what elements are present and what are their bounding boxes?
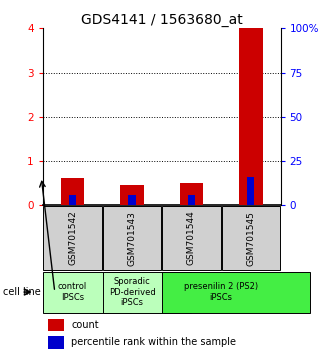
Text: Sporadic
PD-derived
iPSCs: Sporadic PD-derived iPSCs <box>109 277 155 307</box>
Text: GSM701542: GSM701542 <box>68 211 77 266</box>
Bar <box>120 185 144 205</box>
Bar <box>180 183 203 205</box>
Bar <box>247 177 254 205</box>
Bar <box>128 195 136 205</box>
Bar <box>48 319 64 331</box>
Text: GSM701544: GSM701544 <box>187 211 196 266</box>
Bar <box>239 28 263 205</box>
Text: GSM701545: GSM701545 <box>246 211 255 266</box>
Text: GSM701543: GSM701543 <box>127 211 137 266</box>
Text: count: count <box>71 320 99 330</box>
Bar <box>44 272 131 313</box>
Text: presenilin 2 (PS2)
iPSCs: presenilin 2 (PS2) iPSCs <box>184 282 258 302</box>
Bar <box>69 195 76 205</box>
Bar <box>188 195 195 205</box>
Bar <box>103 272 191 313</box>
Bar <box>162 272 310 313</box>
Text: percentile rank within the sample: percentile rank within the sample <box>71 337 236 347</box>
Title: GDS4141 / 1563680_at: GDS4141 / 1563680_at <box>81 13 243 27</box>
Bar <box>61 178 84 205</box>
Text: cell line: cell line <box>3 287 41 297</box>
Bar <box>162 206 220 270</box>
Bar <box>48 336 64 349</box>
Bar <box>44 206 102 270</box>
Bar <box>222 206 280 270</box>
Bar <box>103 206 161 270</box>
Text: control
IPSCs: control IPSCs <box>58 282 87 302</box>
